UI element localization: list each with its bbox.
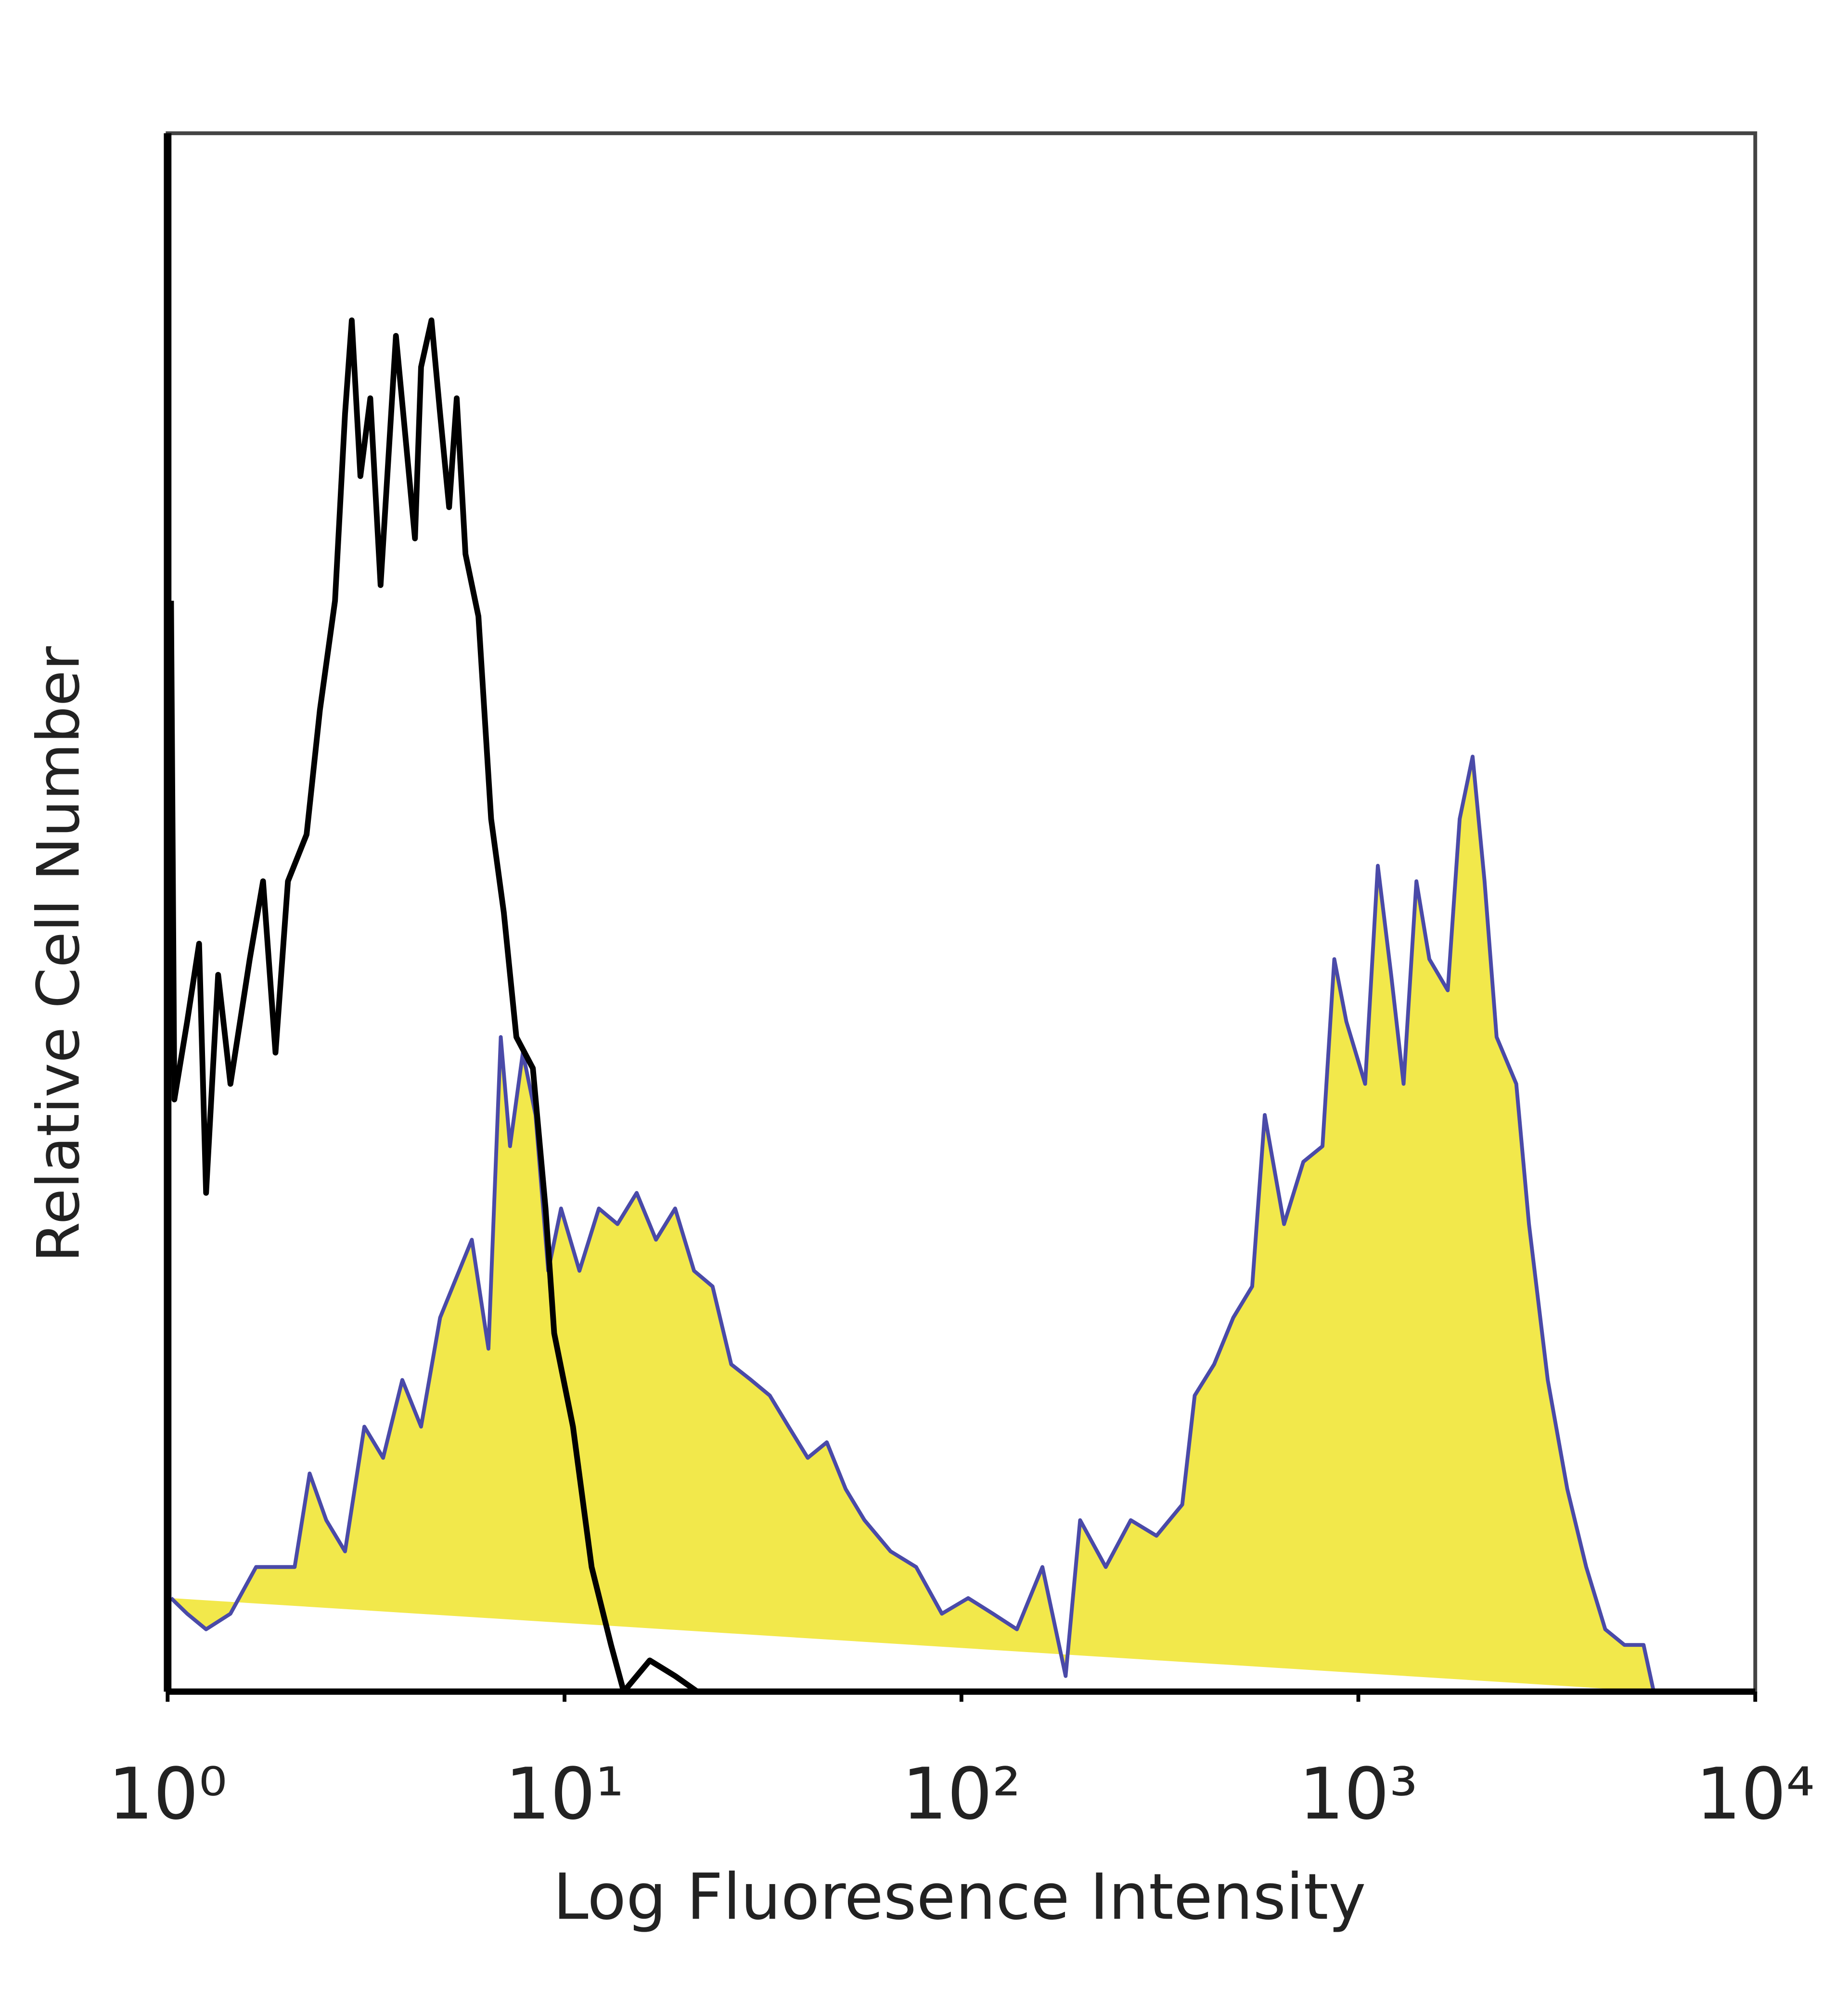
x-tick-label: 10¹: [505, 1753, 624, 1835]
x-axis-label: Log Fluoresence Intensity: [553, 1860, 1366, 1934]
histogram-line: [168, 317, 699, 1695]
histogram-fill: [171, 756, 1654, 1692]
x-tick-label: 10³: [1299, 1753, 1418, 1835]
x-tick-label: 10⁰: [108, 1753, 227, 1835]
y-axis-label: Relative Cell Number: [25, 646, 93, 1262]
x-tick-label: 10⁴: [1696, 1753, 1815, 1835]
histogram-outline: [169, 755, 1656, 1692]
x-tick-label: 10²: [902, 1753, 1021, 1835]
